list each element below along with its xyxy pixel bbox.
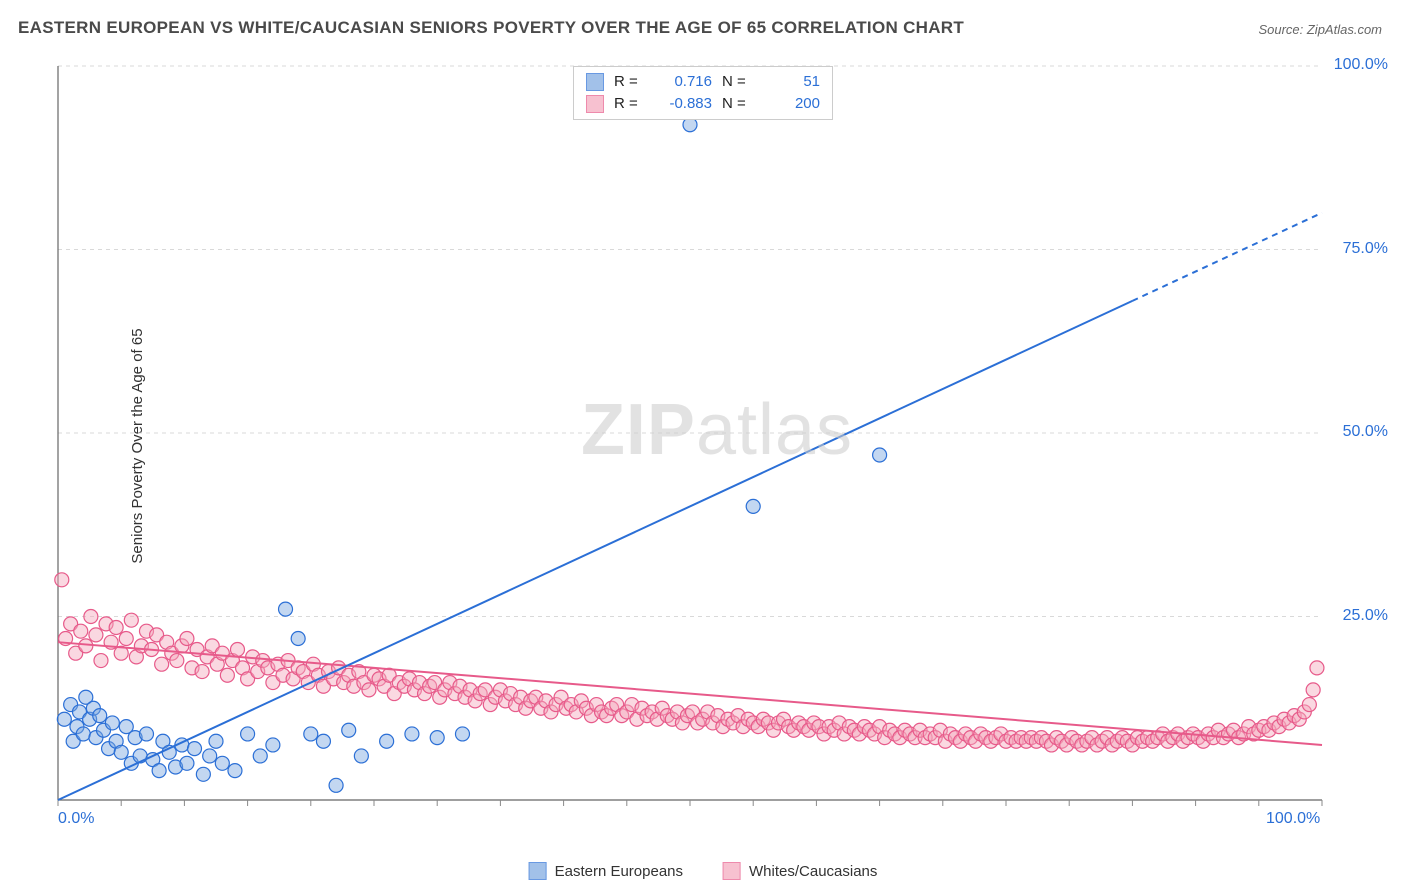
plot-area: ZIPatlas	[52, 60, 1382, 830]
legend-swatch-1b	[529, 862, 547, 880]
legend-swatch-1	[586, 73, 604, 91]
legend-n-label: N =	[722, 93, 750, 115]
correlation-legend: R = 0.716 N = 51 R = -0.883 N = 200	[573, 66, 833, 120]
legend-swatch-2b	[723, 862, 741, 880]
legend-name-1: Eastern Europeans	[555, 863, 683, 880]
legend-item-2: Whites/Caucasians	[723, 862, 877, 880]
chart-title: EASTERN EUROPEAN VS WHITE/CAUCASIAN SENI…	[18, 18, 964, 38]
x-tick-label: 0.0%	[58, 810, 94, 828]
legend-swatch-2	[586, 95, 604, 113]
legend-n-label: N =	[722, 71, 750, 93]
legend-n-value-1: 51	[760, 71, 820, 93]
scatter-svg	[52, 60, 1382, 830]
legend-r-value-2: -0.883	[652, 93, 712, 115]
legend-name-2: Whites/Caucasians	[749, 863, 877, 880]
legend-n-value-2: 200	[760, 93, 820, 115]
legend-row-series-1: R = 0.716 N = 51	[586, 71, 820, 93]
source-attribution: Source: ZipAtlas.com	[1258, 22, 1382, 37]
y-tick-label: 25.0%	[1343, 607, 1388, 625]
y-tick-label: 100.0%	[1334, 56, 1388, 74]
legend-r-label: R =	[614, 93, 642, 115]
series-legend: Eastern Europeans Whites/Caucasians	[529, 862, 878, 880]
x-tick-label: 100.0%	[1266, 810, 1320, 828]
y-tick-label: 50.0%	[1343, 423, 1388, 441]
legend-row-series-2: R = -0.883 N = 200	[586, 93, 820, 115]
correlation-chart: EASTERN EUROPEAN VS WHITE/CAUCASIAN SENI…	[0, 0, 1406, 892]
legend-r-value-1: 0.716	[652, 71, 712, 93]
legend-item-1: Eastern Europeans	[529, 862, 683, 880]
legend-r-label: R =	[614, 71, 642, 93]
y-tick-label: 75.0%	[1343, 240, 1388, 258]
